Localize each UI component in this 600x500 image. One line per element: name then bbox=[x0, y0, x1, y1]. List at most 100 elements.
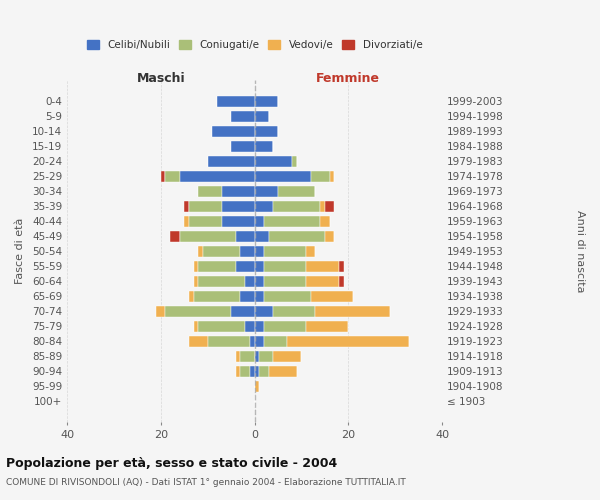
Bar bbox=[311, 170, 329, 182]
Bar bbox=[194, 260, 198, 272]
Bar bbox=[264, 290, 311, 302]
Bar bbox=[311, 290, 353, 302]
Legend: Celibi/Nubili, Coniugati/e, Vedovi/e, Divorziati/e: Celibi/Nubili, Coniugati/e, Vedovi/e, Di… bbox=[83, 36, 427, 54]
Bar bbox=[194, 290, 241, 302]
Bar bbox=[203, 246, 241, 257]
Bar bbox=[241, 366, 250, 377]
Bar bbox=[231, 306, 254, 317]
Bar bbox=[208, 336, 250, 347]
Bar bbox=[264, 276, 306, 287]
Bar bbox=[254, 126, 278, 137]
Bar bbox=[236, 260, 254, 272]
Bar bbox=[254, 140, 273, 152]
Bar bbox=[339, 276, 344, 287]
Bar bbox=[306, 260, 339, 272]
Bar bbox=[198, 320, 245, 332]
Bar bbox=[254, 230, 269, 242]
Bar bbox=[254, 110, 269, 122]
Bar bbox=[329, 170, 334, 182]
Bar bbox=[264, 246, 306, 257]
Bar bbox=[179, 230, 236, 242]
Bar bbox=[254, 246, 264, 257]
Bar bbox=[287, 336, 409, 347]
Bar bbox=[198, 246, 203, 257]
Bar bbox=[273, 200, 320, 212]
Bar bbox=[254, 156, 292, 167]
Bar bbox=[273, 350, 301, 362]
Bar bbox=[184, 216, 189, 227]
Bar bbox=[306, 246, 316, 257]
Bar bbox=[254, 260, 264, 272]
Bar bbox=[254, 320, 264, 332]
Bar bbox=[269, 366, 297, 377]
Bar bbox=[264, 336, 287, 347]
Bar bbox=[320, 216, 329, 227]
Bar bbox=[231, 110, 254, 122]
Bar bbox=[254, 170, 311, 182]
Text: Femmine: Femmine bbox=[316, 72, 380, 85]
Bar bbox=[292, 156, 297, 167]
Bar bbox=[241, 246, 254, 257]
Bar bbox=[170, 230, 179, 242]
Bar bbox=[194, 320, 198, 332]
Text: Popolazione per età, sesso e stato civile - 2004: Popolazione per età, sesso e stato civil… bbox=[6, 458, 337, 470]
Bar bbox=[184, 200, 189, 212]
Bar bbox=[254, 96, 278, 107]
Bar bbox=[222, 186, 254, 197]
Bar bbox=[189, 216, 222, 227]
Bar bbox=[254, 306, 273, 317]
Bar bbox=[198, 186, 222, 197]
Y-axis label: Fasce di età: Fasce di età bbox=[15, 218, 25, 284]
Bar bbox=[254, 350, 259, 362]
Bar bbox=[325, 230, 334, 242]
Bar bbox=[222, 200, 254, 212]
Bar bbox=[278, 186, 316, 197]
Bar bbox=[231, 140, 254, 152]
Bar bbox=[254, 186, 278, 197]
Bar bbox=[254, 336, 264, 347]
Bar bbox=[254, 366, 259, 377]
Bar bbox=[254, 276, 264, 287]
Bar bbox=[161, 170, 166, 182]
Bar bbox=[264, 320, 306, 332]
Bar bbox=[254, 290, 264, 302]
Bar bbox=[236, 350, 241, 362]
Bar bbox=[236, 366, 241, 377]
Bar bbox=[259, 366, 269, 377]
Bar bbox=[166, 170, 179, 182]
Bar bbox=[250, 366, 254, 377]
Bar bbox=[189, 290, 194, 302]
Text: COMUNE DI RIVISONDOLI (AQ) - Dati ISTAT 1° gennaio 2004 - Elaborazione TUTTITALI: COMUNE DI RIVISONDOLI (AQ) - Dati ISTAT … bbox=[6, 478, 406, 487]
Bar bbox=[250, 336, 254, 347]
Bar bbox=[264, 260, 306, 272]
Bar bbox=[156, 306, 166, 317]
Bar bbox=[254, 200, 273, 212]
Bar bbox=[236, 230, 254, 242]
Text: Maschi: Maschi bbox=[136, 72, 185, 85]
Bar bbox=[306, 320, 348, 332]
Bar bbox=[241, 290, 254, 302]
Bar bbox=[179, 170, 254, 182]
Bar bbox=[245, 276, 254, 287]
Bar bbox=[254, 216, 264, 227]
Bar bbox=[198, 276, 245, 287]
Bar bbox=[259, 350, 273, 362]
Bar bbox=[194, 276, 198, 287]
Bar bbox=[269, 230, 325, 242]
Bar bbox=[189, 336, 208, 347]
Bar bbox=[217, 96, 254, 107]
Bar bbox=[320, 200, 325, 212]
Bar bbox=[208, 156, 254, 167]
Y-axis label: Anni di nascita: Anni di nascita bbox=[575, 210, 585, 292]
Bar bbox=[212, 126, 254, 137]
Bar bbox=[273, 306, 316, 317]
Bar bbox=[339, 260, 344, 272]
Bar bbox=[325, 200, 334, 212]
Bar bbox=[189, 200, 222, 212]
Bar bbox=[241, 350, 254, 362]
Bar bbox=[245, 320, 254, 332]
Bar bbox=[222, 216, 254, 227]
Bar bbox=[264, 216, 320, 227]
Bar bbox=[166, 306, 231, 317]
Bar bbox=[306, 276, 339, 287]
